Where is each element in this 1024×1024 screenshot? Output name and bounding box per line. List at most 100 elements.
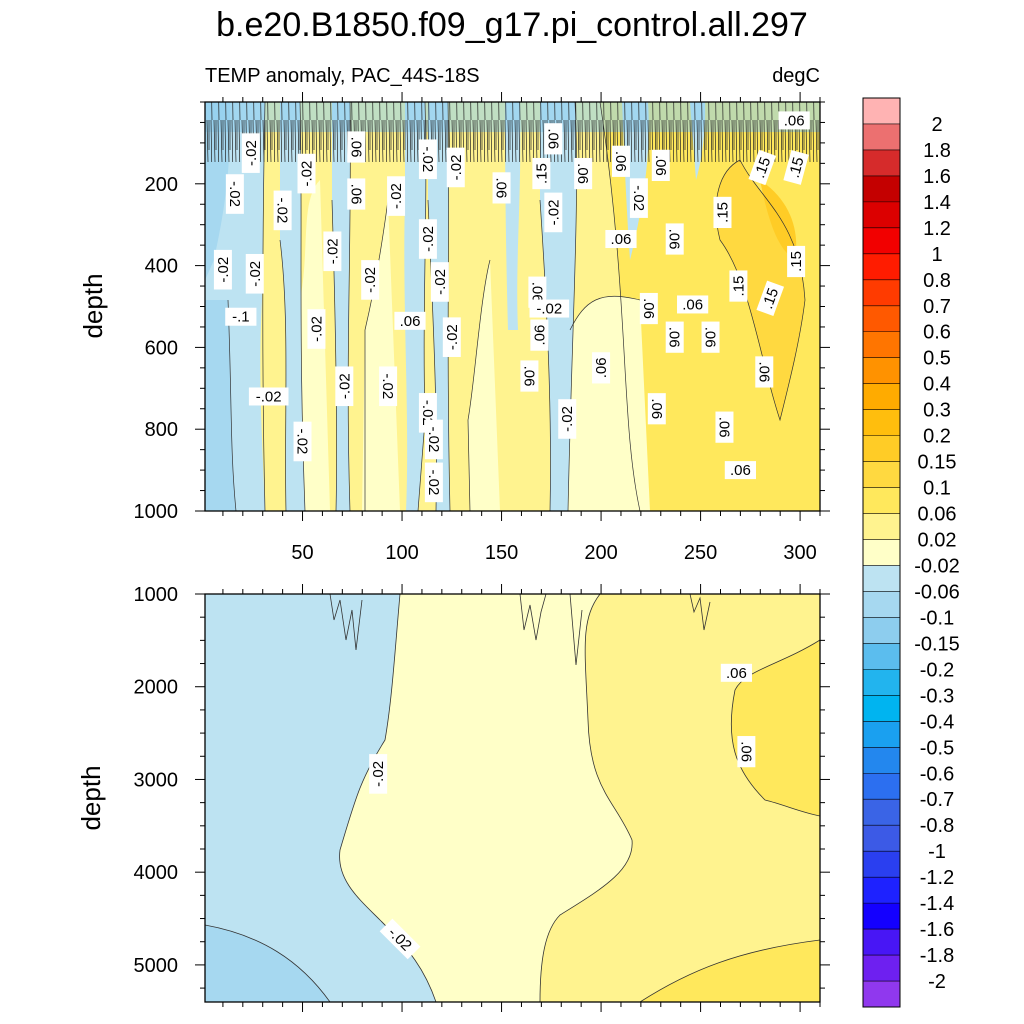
contour-label-box (639, 292, 658, 325)
contour-label-text: .06 (520, 366, 537, 387)
contour-label: .06 (724, 461, 756, 480)
x-tick-label: 100 (385, 542, 418, 564)
contour-label-text: -.02 (388, 183, 405, 209)
contour-label: .06 (605, 230, 637, 249)
upper-cold-streak-4 (428, 102, 450, 511)
contour-label-box (755, 356, 774, 388)
contour-label-box (544, 123, 563, 155)
contour-label: .06 (778, 111, 810, 130)
colorbar-level-label: -1.2 (920, 867, 954, 889)
contour-label-box (756, 280, 785, 317)
colorbar-level-label: -0.15 (914, 633, 960, 655)
contour-label: .06 (737, 736, 756, 768)
contour-label: -.02 (418, 219, 437, 259)
contour-label-text: .06 (682, 296, 703, 313)
contour-label-text: -.02 (274, 197, 291, 223)
colorbar-level-label: 0.15 (918, 452, 957, 474)
contour-label-text: .15 (533, 163, 550, 184)
contour-label-box (241, 133, 260, 173)
contour-label: -.02 (241, 133, 260, 173)
colorbar-swatch (863, 331, 900, 359)
contour-label-box (293, 421, 312, 462)
contour-label: .06 (665, 321, 684, 353)
colorbar-level-label: 0.2 (923, 426, 951, 448)
colorbar-swatch (863, 669, 900, 696)
upper-panel: -.02-.02-.02-.02 -.02-.1-.02-.02-.02-.02-… (78, 92, 830, 564)
contour-label-text: -.02 (308, 316, 325, 342)
contour-label-box (347, 131, 366, 163)
colorbar-level-label: -1 (928, 841, 946, 863)
contour-label-box (369, 754, 388, 794)
colorbar-swatch (863, 877, 900, 904)
contour-label: .06 (701, 321, 720, 353)
contour-label: .06 (544, 123, 563, 155)
colorbar-swatch (863, 773, 900, 800)
colorbar-swatch (863, 539, 900, 566)
contour-label-text: .15 (751, 155, 774, 180)
colorbar-swatch (863, 513, 900, 540)
contour-label-text: .06 (666, 327, 683, 348)
contour-label-box (225, 307, 257, 326)
contour-label: -.02 (225, 174, 244, 214)
contour-label: -.02 (307, 309, 326, 349)
upper-y-axis-label: depth (78, 273, 108, 338)
upper-plot-field: -.02-.02-.02-.02 -.02-.1-.02-.02-.02-.02-… (205, 102, 820, 511)
lower-y-axis-label: depth (76, 765, 106, 830)
contour-label-box (213, 249, 232, 290)
colorbar-swatch (863, 409, 900, 436)
contour-label-text: .06 (531, 325, 548, 346)
colorbar-swatch (863, 929, 900, 956)
contour-label: -.02 (361, 260, 380, 300)
contour-label-box (347, 178, 366, 210)
contour-label-text: -.02 (448, 155, 465, 181)
contour-label-text: .15 (714, 202, 731, 223)
contour-label-text: .15 (730, 276, 747, 297)
y-tick-label: 1000 (134, 501, 179, 523)
colorbar-level-label: -2 (928, 971, 946, 993)
lower-plot-frame (204, 593, 821, 1003)
contour-label-box (297, 153, 316, 194)
contour-label-box (492, 172, 511, 204)
contour-label: -.02 (213, 249, 232, 290)
contour-label-text: -.02 (559, 406, 576, 432)
colorbar-swatch (863, 123, 900, 151)
contour-label: .06 (492, 172, 511, 204)
contour-label-box (245, 253, 264, 294)
contour-label-box (647, 393, 666, 425)
colorbar-level-label: -0.7 (920, 789, 954, 811)
contour-label-box (701, 321, 720, 353)
contour-label-text: -.02 (299, 161, 316, 187)
contour-label-text: -.02 (370, 761, 387, 787)
contour-label-text: -.02 (419, 400, 436, 426)
contour-label-text: -.02 (294, 429, 311, 455)
contour-label-text: .06 (640, 298, 657, 319)
contour-label: -.02 (629, 178, 648, 218)
upper-neutral-band-d (560, 296, 650, 511)
colorbar-swatch (863, 721, 900, 748)
contour-label-text: .06 (755, 362, 772, 383)
colorbar-swatch (863, 487, 900, 514)
contour-label: -.02 (544, 192, 563, 233)
contour-label-box (225, 174, 244, 214)
contour-label-text: .06 (612, 151, 629, 172)
contour-label: .06 (720, 663, 753, 682)
contour-label-text: .06 (715, 417, 732, 438)
contour-label-box (677, 295, 709, 314)
contour-label-text: -.02 (226, 181, 243, 207)
contour-label: .06 (347, 178, 366, 210)
figure-title: b.e20.B1850.f09_g17.pi_control.all.297 (216, 6, 808, 44)
y-tick-label: 800 (145, 419, 178, 441)
contour-label: -.02 (418, 139, 437, 180)
upper-surface-contours (205, 102, 820, 162)
contour-label: .06 (715, 411, 734, 443)
colorbar-swatch (863, 851, 900, 878)
contour-label-text: -.02 (432, 269, 449, 295)
lower-warmer-region-east (731, 640, 820, 816)
contour-label: .06 (755, 356, 774, 388)
contour-label-box (729, 270, 748, 302)
contour-label-text: .06 (347, 137, 364, 158)
colorbar-swatch (863, 617, 900, 644)
contour-label: -.02 (335, 366, 354, 407)
contour-label-box (748, 149, 777, 186)
colorbar-swatch (863, 903, 900, 930)
